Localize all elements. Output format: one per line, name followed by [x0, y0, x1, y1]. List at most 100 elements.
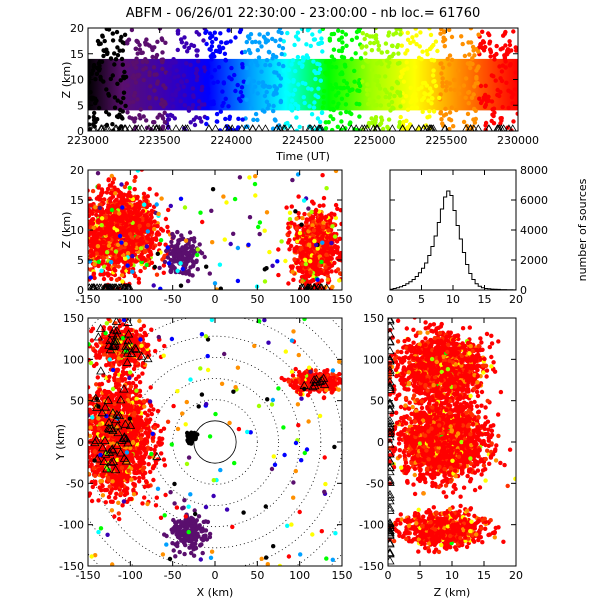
plan-view-point: [78, 507, 82, 511]
time-height-point: [212, 30, 217, 35]
time-height-point: [320, 49, 325, 54]
x-height-point: [90, 188, 96, 194]
time-height-point: [443, 88, 449, 93]
x-height-point: [325, 258, 331, 263]
plan-view-point: [116, 500, 121, 505]
time-height-point: [121, 90, 127, 95]
x-height-point: [198, 210, 203, 215]
time-height-point: [323, 59, 329, 65]
x-height-point: [287, 247, 292, 252]
time-height-point: [449, 105, 454, 110]
x-height-point: [137, 199, 143, 204]
x-height-point: [108, 199, 113, 204]
x-height-point: [96, 185, 101, 190]
time-height-point: [301, 95, 306, 100]
x-height-point: [175, 229, 180, 235]
x-height-point: [92, 262, 97, 267]
x-height-point: [132, 209, 137, 214]
x-height-point: [290, 269, 295, 274]
ground-strike-marker: [299, 283, 308, 290]
time-height-point: [376, 95, 381, 100]
time-height-point: [175, 31, 181, 36]
x-height-point: [119, 240, 124, 245]
time-height-point: [463, 76, 469, 81]
time-height-point: [250, 40, 255, 45]
time-height-point: [175, 83, 180, 88]
time-height-point: [320, 28, 326, 32]
time-height-point: [323, 126, 329, 131]
time-height-point: [148, 105, 153, 110]
time-height-point: [509, 95, 515, 100]
time-height-point: [195, 74, 200, 79]
x-height-point: [149, 215, 154, 220]
time-height-point: [383, 94, 388, 100]
x-height-point: [165, 255, 171, 260]
x-height-point: [141, 191, 147, 196]
x-height-point: [73, 249, 77, 253]
plan-view-point: [161, 457, 167, 462]
x-height-point: [237, 175, 243, 180]
time-height-point: [210, 39, 215, 45]
time-height-point: [376, 47, 381, 52]
time-height-point: [284, 90, 290, 95]
time-height-point: [397, 90, 403, 95]
x-height-point: [61, 206, 65, 210]
time-height-point: [444, 84, 449, 89]
x-height-point: [83, 225, 87, 229]
plan-view-point: [88, 385, 91, 390]
plan-view-point: [84, 416, 88, 420]
x-height-point: [151, 283, 156, 288]
plan-view-point: [165, 419, 171, 424]
time-height-point: [191, 93, 196, 98]
x-height-point: [289, 204, 294, 209]
time-height-point: [344, 109, 349, 115]
x-height-xtick-label: -100: [118, 293, 143, 306]
time-height-point: [342, 62, 348, 67]
x-height-point: [306, 206, 311, 211]
plan-view-point: [106, 494, 112, 500]
x-height-point: [186, 268, 191, 274]
time-height-point: [286, 67, 292, 73]
time-height-point: [503, 65, 508, 70]
x-height-point: [292, 257, 297, 262]
x-height-point: [329, 269, 334, 274]
ground-strike-marker: [425, 124, 434, 131]
time-height-point: [414, 42, 419, 47]
x-height-point: [161, 263, 167, 268]
x-height-point: [300, 270, 305, 275]
x-height-point: [300, 215, 305, 221]
time-height-point: [88, 75, 92, 80]
time-height-point: [476, 64, 481, 69]
plan-view-point: [117, 516, 122, 522]
time-height-point: [377, 86, 383, 91]
x-height-point: [123, 241, 128, 247]
time-height-point: [242, 49, 248, 55]
time-height-point: [318, 78, 323, 83]
time-height-point: [426, 98, 431, 103]
time-height-point: [326, 63, 332, 68]
time-height-point: [459, 34, 464, 39]
x-height-point: [292, 249, 298, 254]
time-height-point: [255, 91, 260, 96]
time-height-point: [281, 39, 286, 44]
x-height-point: [78, 269, 82, 273]
x-height-point: [107, 232, 112, 237]
time-height-point: [259, 69, 264, 74]
time-height-point: [328, 107, 333, 112]
ground-strike-marker: [152, 124, 161, 131]
plan-view-point: [94, 382, 99, 387]
time-height-point: [468, 65, 473, 71]
x-height-point: [166, 261, 172, 266]
x-height-point: [138, 246, 144, 251]
time-height-point: [443, 106, 448, 112]
time-height-point: [462, 53, 468, 59]
time-height-point: [267, 62, 273, 68]
x-height-point: [96, 263, 101, 268]
time-height-point: [236, 125, 241, 130]
histogram-ytick-label: 8000: [520, 164, 548, 177]
x-height-point: [195, 267, 200, 272]
plan-view-point: [64, 404, 68, 408]
time-height-point: [339, 119, 344, 124]
x-height-point: [71, 256, 75, 260]
time-height-point: [321, 88, 327, 94]
